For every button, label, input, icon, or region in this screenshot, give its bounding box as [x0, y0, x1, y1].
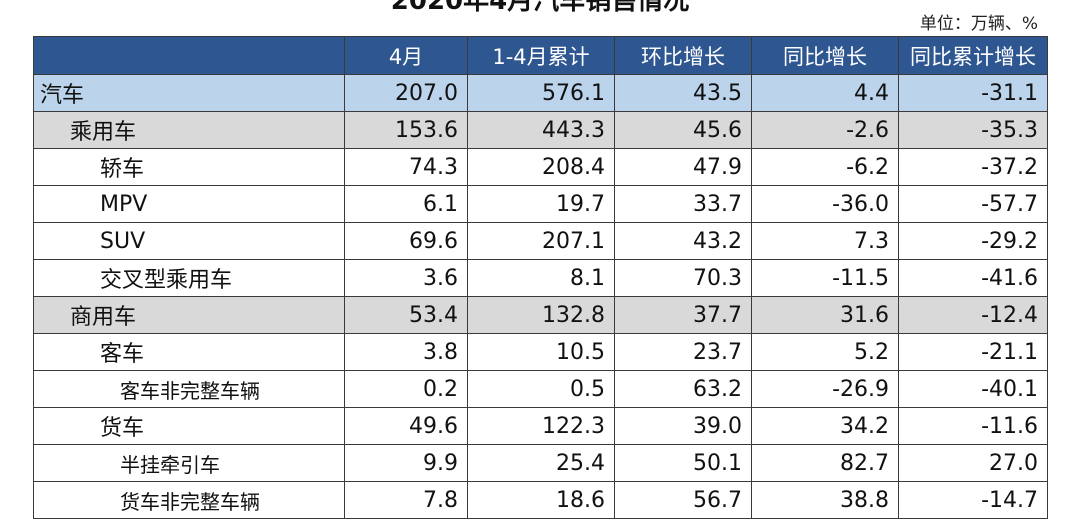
table-row: MPV 6.1 19.7 33.7 -36.0 -57.7: [33, 185, 1048, 223]
cell-april: 49.6: [344, 407, 468, 445]
cell-yoy-cumulative-growth: 27.0: [898, 444, 1048, 482]
header-cell-category: [33, 36, 345, 75]
table-row: 轿车 74.3 208.4 47.9 -6.2 -37.2: [33, 148, 1048, 186]
row-label: 半挂牵引车: [33, 444, 345, 482]
cell-april: 69.6: [344, 222, 468, 260]
cell-mom-growth: 43.2: [614, 222, 752, 260]
row-label: 客车: [33, 333, 345, 371]
cell-mom-growth: 43.5: [614, 74, 752, 112]
cell-yoy-cumulative-growth: -37.2: [898, 148, 1048, 186]
cell-mom-growth: 39.0: [614, 407, 752, 445]
cell-april: 153.6: [344, 111, 468, 149]
header-cell-april: 4月: [344, 36, 468, 75]
header-cell-yoy-cumulative-growth: 同比累计增长: [898, 36, 1048, 75]
cell-mom-growth: 70.3: [614, 259, 752, 297]
cell-april: 3.8: [344, 333, 468, 371]
cell-april: 53.4: [344, 296, 468, 334]
cell-mom-growth: 56.7: [614, 481, 752, 519]
cell-yoy-cumulative-growth: -40.1: [898, 370, 1048, 408]
cell-jan-apr-cumulative: 132.8: [467, 296, 615, 334]
cell-april: 6.1: [344, 185, 468, 223]
row-label: 客车非完整车辆: [33, 370, 345, 408]
cell-yoy-cumulative-growth: -12.4: [898, 296, 1048, 334]
cell-yoy-growth: 31.6: [751, 296, 899, 334]
cell-yoy-growth: -6.2: [751, 148, 899, 186]
cell-yoy-growth: -11.5: [751, 259, 899, 297]
cell-mom-growth: 37.7: [614, 296, 752, 334]
header-cell-yoy-growth: 同比增长: [751, 36, 899, 75]
row-label: 货车非完整车辆: [33, 481, 345, 519]
table-row: SUV 69.6 207.1 43.2 7.3 -29.2: [33, 222, 1048, 260]
cell-jan-apr-cumulative: 207.1: [467, 222, 615, 260]
cell-mom-growth: 63.2: [614, 370, 752, 408]
cell-april: 207.0: [344, 74, 468, 112]
cell-yoy-growth: -2.6: [751, 111, 899, 149]
table-row: 汽车 207.0 576.1 43.5 4.4 -31.1: [33, 74, 1048, 112]
table-row: 交叉型乘用车 3.6 8.1 70.3 -11.5 -41.6: [33, 259, 1048, 297]
cell-yoy-cumulative-growth: -29.2: [898, 222, 1048, 260]
cell-yoy-growth: 7.3: [751, 222, 899, 260]
row-label: 汽车: [33, 74, 345, 112]
cell-mom-growth: 45.6: [614, 111, 752, 149]
cell-yoy-cumulative-growth: -21.1: [898, 333, 1048, 371]
cell-mom-growth: 50.1: [614, 444, 752, 482]
cell-jan-apr-cumulative: 208.4: [467, 148, 615, 186]
cell-mom-growth: 47.9: [614, 148, 752, 186]
table-row: 商用车 53.4 132.8 37.7 31.6 -12.4: [33, 296, 1048, 334]
cell-jan-apr-cumulative: 0.5: [467, 370, 615, 408]
cell-april: 3.6: [344, 259, 468, 297]
cell-april: 9.9: [344, 444, 468, 482]
cell-jan-apr-cumulative: 19.7: [467, 185, 615, 223]
row-label: 交叉型乘用车: [33, 259, 345, 297]
cell-yoy-growth: 82.7: [751, 444, 899, 482]
table-row: 客车 3.8 10.5 23.7 5.2 -21.1: [33, 333, 1048, 371]
row-label: 商用车: [33, 296, 345, 334]
table-row: 乘用车 153.6 443.3 45.6 -2.6 -35.3: [33, 111, 1048, 149]
cell-jan-apr-cumulative: 25.4: [467, 444, 615, 482]
row-label: 乘用车: [33, 111, 345, 149]
cell-jan-apr-cumulative: 443.3: [467, 111, 615, 149]
row-label: 轿车: [33, 148, 345, 186]
cell-yoy-growth: 4.4: [751, 74, 899, 112]
cell-jan-apr-cumulative: 8.1: [467, 259, 615, 297]
header-cell-mom-growth: 环比增长: [614, 36, 752, 75]
sales-table: 4月 1-4月累计 环比增长 同比增长 同比累计增长 汽车 207.0 576.1 4…: [33, 36, 1048, 519]
table-row: 货车 49.6 122.3 39.0 34.2 -11.6: [33, 407, 1048, 445]
cell-yoy-growth: -26.9: [751, 370, 899, 408]
cell-april: 7.8: [344, 481, 468, 519]
table-row: 半挂牵引车 9.9 25.4 50.1 82.7 27.0: [33, 444, 1048, 482]
cell-jan-apr-cumulative: 10.5: [467, 333, 615, 371]
row-label: MPV: [33, 185, 345, 223]
cell-yoy-growth: 5.2: [751, 333, 899, 371]
table-row: 客车非完整车辆 0.2 0.5 63.2 -26.9 -40.1: [33, 370, 1048, 408]
row-label: 货车: [33, 407, 345, 445]
header-row: 4月 1-4月累计 环比增长 同比增长 同比累计增长: [33, 36, 1048, 75]
cell-yoy-cumulative-growth: -41.6: [898, 259, 1048, 297]
cell-yoy-cumulative-growth: -14.7: [898, 481, 1048, 519]
cell-april: 0.2: [344, 370, 468, 408]
table-title: 2020年4月汽车销售情况: [390, 0, 690, 16]
cell-yoy-growth: -36.0: [751, 185, 899, 223]
cell-yoy-cumulative-growth: -11.6: [898, 407, 1048, 445]
cell-mom-growth: 23.7: [614, 333, 752, 371]
cell-yoy-growth: 34.2: [751, 407, 899, 445]
table-row: 货车非完整车辆 7.8 18.6 56.7 38.8 -14.7: [33, 481, 1048, 519]
cell-mom-growth: 33.7: [614, 185, 752, 223]
row-label: SUV: [33, 222, 345, 260]
cell-yoy-growth: 38.8: [751, 481, 899, 519]
cell-yoy-cumulative-growth: -57.7: [898, 185, 1048, 223]
header-cell-jan-apr-cumulative: 1-4月累计: [467, 36, 615, 75]
cell-yoy-cumulative-growth: -35.3: [898, 111, 1048, 149]
cell-jan-apr-cumulative: 576.1: [467, 74, 615, 112]
cell-april: 74.3: [344, 148, 468, 186]
cell-jan-apr-cumulative: 18.6: [467, 481, 615, 519]
cell-jan-apr-cumulative: 122.3: [467, 407, 615, 445]
cell-yoy-cumulative-growth: -31.1: [898, 74, 1048, 112]
unit-note: 单位：万辆、%: [919, 14, 1038, 34]
